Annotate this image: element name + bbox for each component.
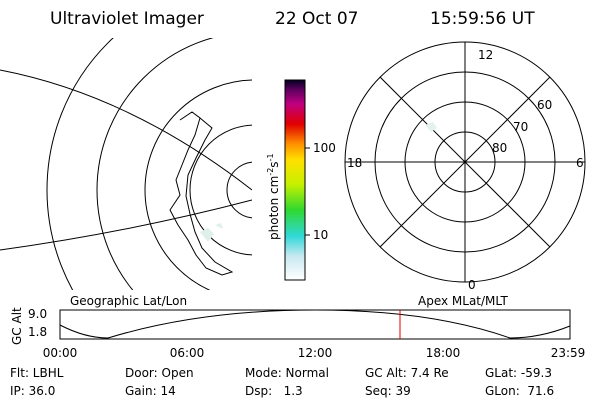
colorbar-tick: 100 bbox=[313, 141, 336, 155]
geographic-map bbox=[0, 38, 252, 290]
footer-field: IP: 36.0 bbox=[10, 384, 55, 398]
time-tick: 23:59 bbox=[551, 346, 586, 360]
footer-field: GC Alt: 7.4 Re bbox=[365, 366, 449, 380]
footer-field: GLat: -59.3 bbox=[485, 366, 552, 380]
altitude-tick: 9.0 bbox=[28, 307, 47, 321]
footer-field: Gain: 14 bbox=[125, 384, 176, 398]
date: 22 Oct 07 bbox=[275, 9, 358, 29]
footer-field: Mode: Normal bbox=[245, 366, 329, 380]
colorbar-label: photon cm-2s-1 bbox=[266, 153, 281, 240]
footer-field: GLon: 71.6 bbox=[485, 384, 554, 398]
time: 15:59:56 UT bbox=[430, 9, 535, 29]
lat-label: 70 bbox=[513, 120, 528, 134]
footer-field: Dsp: 1.3 bbox=[245, 384, 303, 398]
altitude-plot bbox=[59, 309, 571, 340]
title: Ultraviolet Imager bbox=[50, 9, 204, 29]
altitude-label: GC Alt bbox=[10, 307, 24, 345]
time-tick: 18:00 bbox=[426, 346, 461, 360]
altitude-tick: 1.8 bbox=[28, 325, 47, 339]
lat-label: 60 bbox=[537, 98, 552, 112]
colorbar bbox=[284, 79, 306, 281]
time-tick: 12:00 bbox=[298, 346, 333, 360]
mlt-label: 12 bbox=[478, 48, 493, 62]
caption: Geographic Lat/Lon bbox=[70, 294, 187, 308]
lat-label: 80 bbox=[492, 141, 507, 155]
time-tick: 00:00 bbox=[43, 346, 78, 360]
footer-field: Door: Open bbox=[125, 366, 194, 380]
polar-grid bbox=[344, 41, 586, 283]
footer-field: Seq: 39 bbox=[365, 384, 411, 398]
footer-field: Flt: LBHL bbox=[10, 366, 64, 380]
footer: Flt: LBHL Door: Open Mode: Normal GC Alt: 7… bbox=[10, 366, 554, 398]
colorbar-tick: 10 bbox=[313, 228, 328, 242]
mlt-label: 6 bbox=[576, 156, 584, 170]
caption: Apex MLat/MLT bbox=[418, 294, 508, 308]
mlt-label: 18 bbox=[347, 156, 362, 170]
mlt-label: 0 bbox=[468, 278, 476, 292]
time-tick: 06:00 bbox=[170, 346, 205, 360]
